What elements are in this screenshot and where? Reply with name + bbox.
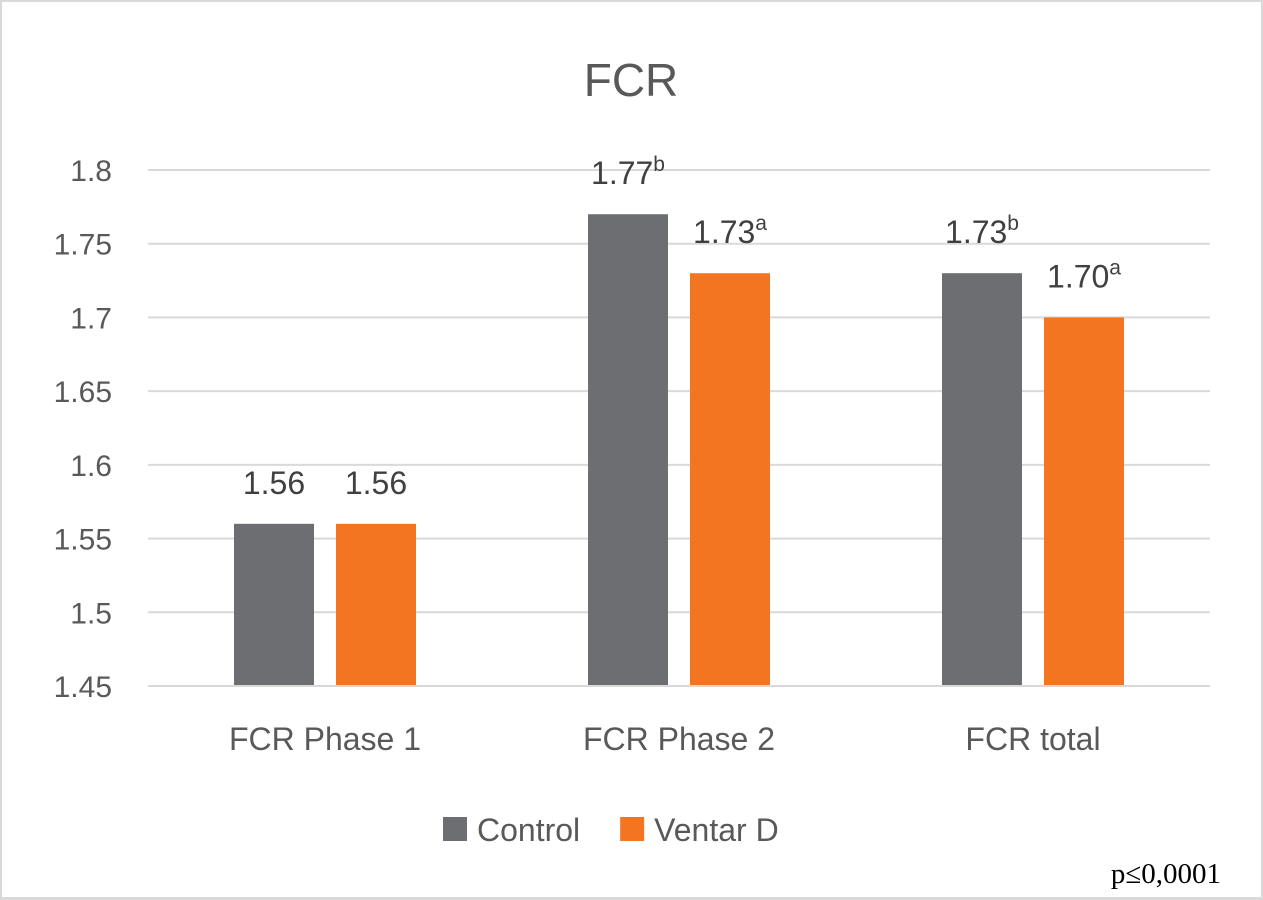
x-category-label: FCR total: [965, 721, 1100, 757]
bar-control: [942, 273, 1022, 686]
data-label: 1.56: [243, 465, 305, 501]
legend-swatch: [443, 817, 467, 841]
data-label: 1.70a: [1047, 256, 1121, 294]
data-label: 1.73a: [693, 212, 767, 250]
data-label: 1.56: [345, 465, 407, 501]
x-category-label: FCR Phase 2: [583, 721, 775, 757]
x-category-label: FCR Phase 1: [229, 721, 421, 757]
y-tick-label: 1.6: [70, 450, 112, 483]
y-tick-label: 1.55: [54, 524, 112, 557]
bar-ventar-d: [336, 523, 416, 686]
chart-title: FCR: [584, 54, 679, 106]
data-label: 1.77b: [591, 153, 665, 191]
legend-swatch: [620, 817, 645, 841]
y-tick-label: 1.45: [54, 671, 112, 704]
legend-label: Ventar D: [654, 812, 779, 848]
y-tick-label: 1.5: [70, 597, 112, 630]
y-tick-label: 1.65: [54, 376, 112, 409]
bar-control: [234, 523, 314, 686]
y-tick-label: 1.7: [70, 302, 112, 335]
legend-label: Control: [477, 812, 580, 848]
y-tick-label: 1.75: [54, 229, 112, 262]
bar-control: [588, 214, 668, 686]
p-value-note: p≤0,0001: [1110, 858, 1221, 890]
y-tick-label: 1.8: [70, 155, 112, 188]
data-label: 1.73b: [945, 212, 1019, 250]
bar-ventar-d: [690, 273, 770, 686]
bar-ventar-d: [1044, 317, 1124, 686]
